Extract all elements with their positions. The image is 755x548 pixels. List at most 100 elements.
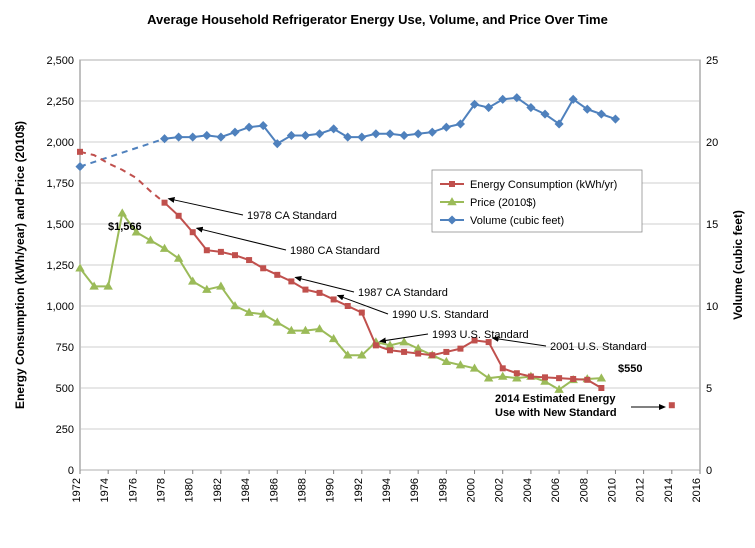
data-marker (598, 110, 606, 118)
right-tick-label: 20 (706, 137, 718, 149)
annotation-label: 1978 CA Standard (247, 210, 337, 222)
x-tick-label: 1998 (437, 478, 449, 502)
data-marker (76, 163, 84, 171)
left-tick-label: 1,750 (46, 178, 74, 190)
x-tick-label: 1976 (127, 478, 139, 502)
annotation-arrow (197, 228, 286, 250)
right-axis-label: Volume (cubic feet) (731, 210, 745, 320)
right-tick-label: 5 (706, 383, 712, 395)
data-marker (414, 130, 422, 138)
data-marker (217, 133, 225, 141)
data-marker (402, 349, 407, 354)
x-tick-label: 1982 (212, 478, 224, 502)
data-marker (372, 130, 380, 138)
data-marker (302, 132, 310, 140)
x-tick-label: 1984 (240, 478, 252, 502)
x-tick-label: 1978 (156, 478, 168, 502)
x-tick-label: 2012 (635, 478, 647, 502)
left-tick-label: 2,250 (46, 96, 74, 108)
chart-label: $550 (618, 363, 642, 375)
data-marker (203, 132, 211, 140)
x-tick-label: 1992 (353, 478, 365, 502)
left-tick-label: 250 (56, 424, 74, 436)
chart-label: Use with New Standard (495, 407, 617, 419)
data-marker (190, 230, 195, 235)
data-marker (218, 249, 223, 254)
data-marker (233, 253, 238, 258)
series-line-dashed (80, 152, 165, 203)
data-marker (162, 200, 167, 205)
data-marker (430, 353, 435, 358)
data-marker (444, 349, 449, 354)
data-marker (386, 130, 394, 138)
legend-label: Volume (cubic feet) (470, 215, 564, 227)
data-marker (571, 376, 576, 381)
data-marker (400, 132, 408, 140)
data-marker (373, 343, 378, 348)
annotation-label: 1987 CA Standard (358, 287, 448, 299)
data-marker (303, 287, 308, 292)
data-marker (189, 133, 197, 141)
data-marker (217, 282, 225, 289)
data-marker (359, 310, 364, 315)
data-marker (289, 279, 294, 284)
left-tick-label: 1,000 (46, 301, 74, 313)
data-marker (316, 130, 324, 138)
annotation-label: 1990 U.S. Standard (392, 309, 489, 321)
data-marker (247, 258, 252, 263)
left-tick-label: 2,000 (46, 137, 74, 149)
x-tick-label: 1972 (71, 478, 83, 502)
chart-label: $1,566 (108, 221, 142, 233)
data-marker (450, 182, 455, 187)
x-tick-label: 1996 (409, 478, 421, 502)
x-tick-label: 2002 (494, 478, 506, 502)
legend-label: Price (2010$) (470, 197, 536, 209)
data-marker (585, 377, 590, 382)
x-tick-label: 1980 (184, 478, 196, 502)
annotation-arrow (169, 199, 243, 215)
data-marker (76, 264, 84, 271)
data-marker (317, 290, 322, 295)
x-tick-label: 2006 (550, 478, 562, 502)
data-marker (669, 403, 674, 408)
data-marker (528, 374, 533, 379)
data-marker (345, 304, 350, 309)
right-tick-label: 15 (706, 219, 718, 231)
chart-svg: 02505007501,0001,2501,5001,7502,0002,250… (0, 0, 755, 548)
annotation-label: 1980 CA Standard (290, 245, 380, 257)
data-marker (557, 376, 562, 381)
data-marker (161, 135, 169, 143)
left-tick-label: 2,500 (46, 55, 74, 67)
data-marker (204, 248, 209, 253)
left-axis-label: Energy Consumption (kWh/year) and Price … (13, 121, 27, 409)
data-marker (261, 266, 266, 271)
data-marker (400, 338, 408, 345)
chart-title: Average Household Refrigerator Energy Us… (147, 12, 608, 27)
left-tick-label: 0 (68, 465, 74, 477)
right-tick-label: 25 (706, 55, 718, 67)
data-marker (358, 133, 366, 141)
data-marker (231, 128, 239, 136)
series-line (80, 213, 601, 389)
left-tick-label: 750 (56, 342, 74, 354)
right-tick-label: 10 (706, 301, 718, 313)
data-marker (543, 375, 548, 380)
x-tick-label: 1990 (325, 478, 337, 502)
x-tick-label: 1986 (268, 478, 280, 502)
data-marker (176, 213, 181, 218)
data-marker (275, 272, 280, 277)
x-tick-label: 2004 (522, 478, 534, 502)
x-tick-label: 2016 (691, 478, 703, 502)
right-tick-label: 0 (706, 465, 712, 477)
annotation-label: 2001 U.S. Standard (550, 341, 647, 353)
data-marker (245, 123, 253, 131)
x-tick-label: 1974 (99, 478, 111, 502)
annotation-label: 1993 U.S. Standard (432, 329, 529, 341)
left-tick-label: 1,250 (46, 260, 74, 272)
x-tick-label: 2008 (578, 478, 590, 502)
data-marker (388, 348, 393, 353)
data-marker (599, 386, 604, 391)
data-marker (612, 115, 620, 123)
x-tick-label: 1994 (381, 478, 393, 502)
data-marker (175, 133, 183, 141)
